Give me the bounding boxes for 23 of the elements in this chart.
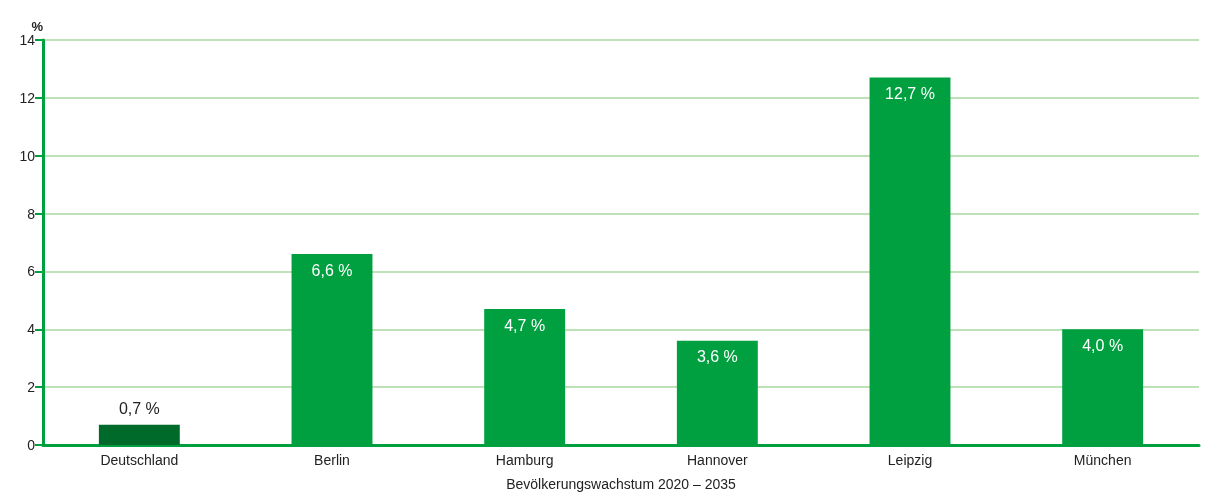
data-label: 6,6 % [311, 261, 353, 279]
y-tick-label: 12 [19, 89, 36, 106]
data-label: 0,7 % [118, 400, 160, 418]
y-tick-label: 0 [27, 437, 36, 453]
data-label: 4,7 % [504, 316, 546, 334]
x-tick-label: Hamburg [495, 452, 554, 468]
data-label: 4,0 % [1082, 336, 1124, 354]
data-label: 12,7 % [885, 85, 935, 103]
x-tick-label: Hannover [686, 452, 749, 468]
y-tick-label: 2 [27, 379, 36, 396]
y-axis-title: % [31, 19, 44, 35]
x-tick-label: Leipzig [887, 452, 933, 468]
y-tick-label: 6 [27, 263, 36, 280]
y-tick-label: 14 [19, 32, 36, 48]
x-tick-label: Berlin [314, 452, 350, 468]
y-tick-label: 8 [27, 205, 36, 222]
data-label: 3,6 % [696, 348, 738, 366]
bar [98, 424, 180, 445]
x-tick-label: München [1073, 452, 1132, 468]
y-tick-label: 4 [27, 321, 36, 338]
x-tick-label: Deutschland [100, 452, 179, 468]
x-axis-title: Bevölkerungswachstum 2020 – 2035 [506, 476, 737, 492]
y-tick-label: 10 [19, 147, 36, 164]
